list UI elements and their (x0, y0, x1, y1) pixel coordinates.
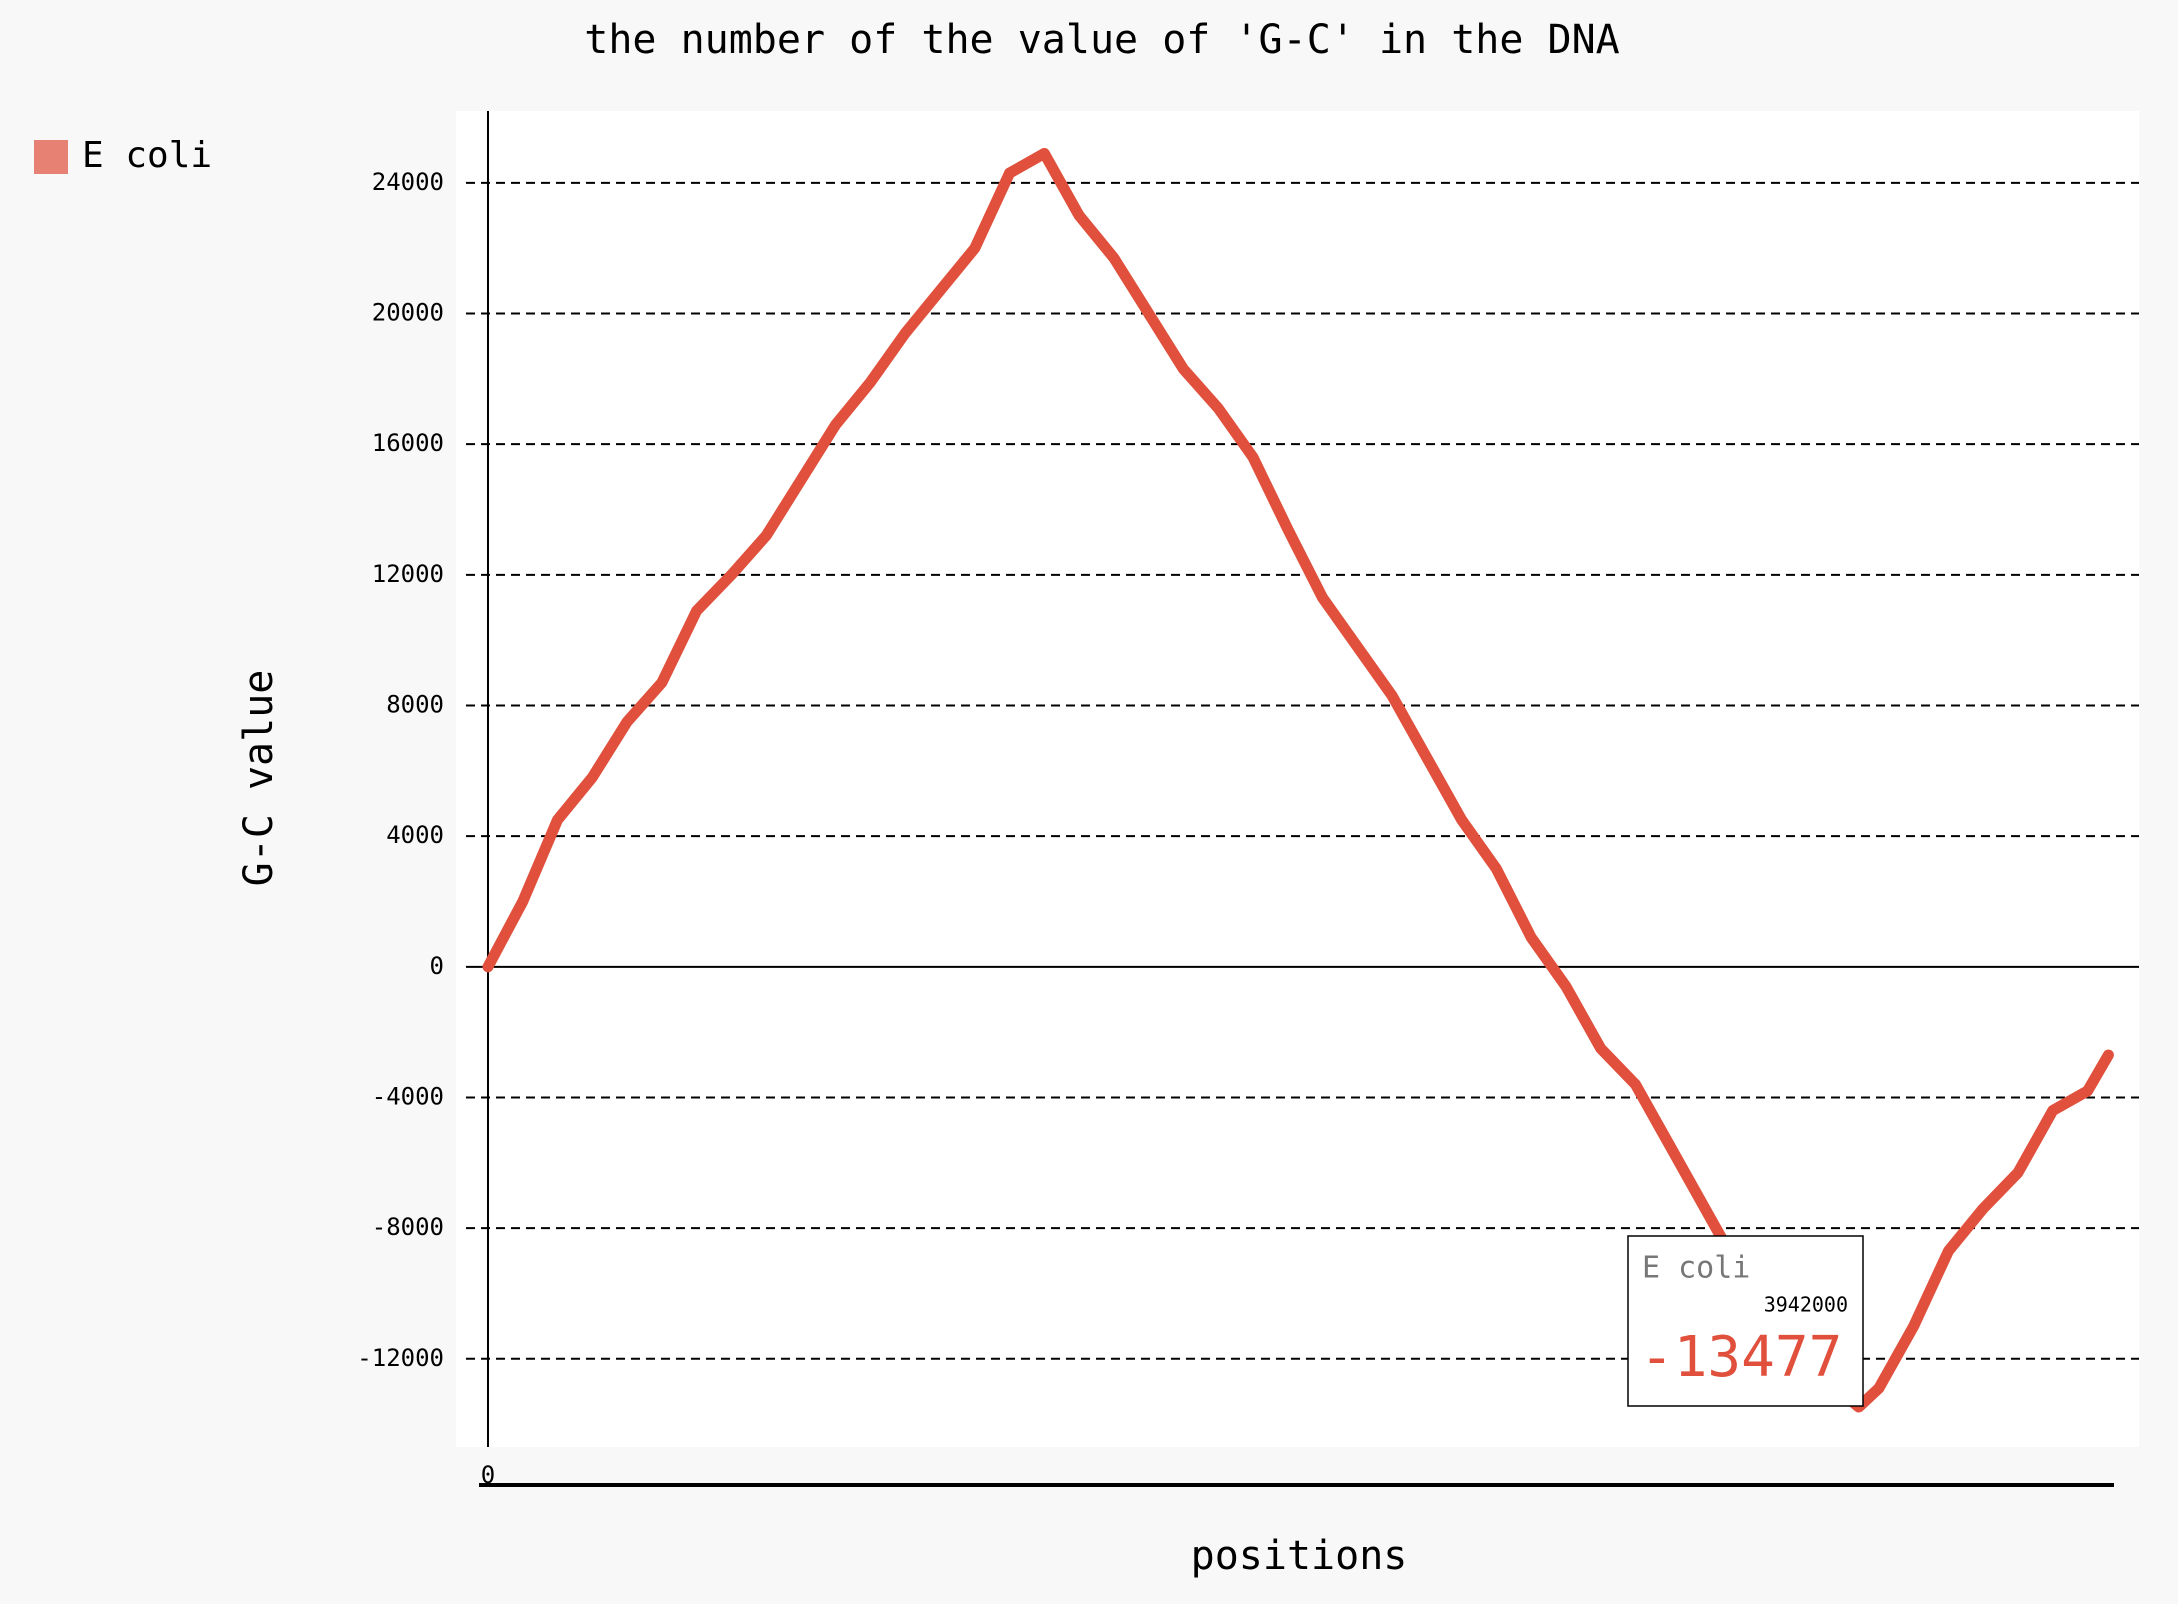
y-tick-label: 24000 (372, 168, 444, 196)
chart-title: the number of the value of 'G-C' in the … (584, 17, 1620, 63)
legend-swatch (34, 140, 68, 174)
y-tick-label: 4000 (386, 821, 444, 849)
x-tick-label: 0 (481, 1461, 495, 1489)
y-tick-label: -8000 (372, 1213, 444, 1241)
tooltip-box (1627, 1235, 1864, 1407)
y-tick-label: -12000 (357, 1344, 444, 1372)
plot-area (456, 111, 2139, 1447)
tooltip-value: -13477 (1640, 1325, 1842, 1390)
x-axis-title: positions (1191, 1533, 1408, 1579)
y-tick-label: 20000 (372, 299, 444, 327)
y-tick-label: 16000 (372, 429, 444, 457)
y-tick-label: 12000 (372, 560, 444, 588)
y-tick-label: 8000 (386, 691, 444, 719)
y-tick-label: 0 (430, 952, 444, 980)
y-axis-title: G-C value (236, 670, 282, 887)
y-tick-label: -4000 (372, 1082, 444, 1110)
tooltip-series: E coli (1642, 1251, 1750, 1286)
legend-label: E coli (82, 135, 212, 176)
data-line (482, 147, 2114, 1413)
tooltip-x: 3942000 (1764, 1293, 1848, 1317)
